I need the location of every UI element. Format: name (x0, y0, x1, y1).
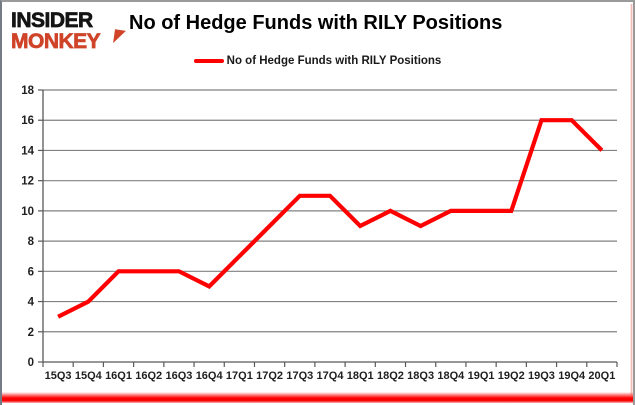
y-tick-label: 18 (21, 85, 34, 97)
x-tick-label: 17Q1 (226, 370, 253, 382)
x-tick-label: 18Q4 (437, 370, 465, 382)
y-tick-label: 16 (21, 115, 34, 127)
legend-line-swatch (193, 59, 224, 63)
x-tick-label: 15Q4 (75, 370, 103, 382)
x-tick-label: 17Q3 (286, 370, 313, 382)
x-tick-label: 16Q2 (135, 370, 162, 382)
y-tick-label: 10 (21, 206, 34, 218)
x-tick-label: 17Q4 (317, 370, 345, 382)
chart-title: No of Hedge Funds with RILY Positions (129, 12, 503, 34)
insider-monkey-logo: INSIDER MONKEY (11, 9, 126, 53)
x-tick-label: 15Q3 (45, 370, 72, 382)
x-tick-label: 18Q3 (407, 370, 434, 382)
y-tick-label: 4 (28, 297, 35, 309)
y-tick-label: 8 (28, 236, 35, 248)
right-edge-glow (630, 4, 633, 395)
x-tick-label: 20Q1 (588, 370, 615, 382)
bottom-red-bar (2, 392, 633, 403)
series-line (57, 118, 604, 319)
x-tick-label: 19Q4 (558, 370, 586, 382)
y-tick-label: 14 (21, 145, 34, 157)
x-tick-label: 18Q2 (377, 370, 404, 382)
legend: No of Hedge Funds with RILY Positions (2, 55, 633, 67)
x-tick-label: 19Q1 (468, 370, 495, 382)
x-tick-label: 16Q1 (105, 370, 132, 382)
x-tick-label: 16Q4 (196, 370, 224, 382)
legend-label: No of Hedge Funds with RILY Positions (226, 55, 442, 67)
x-tick-label: 19Q2 (498, 370, 525, 382)
x-tick-label: 16Q3 (165, 370, 192, 382)
x-tick-label: 18Q1 (347, 370, 374, 382)
y-tick-label: 6 (28, 266, 34, 278)
x-tick-label: 17Q2 (256, 370, 283, 382)
logo-text-insider: INSIDER (11, 9, 94, 32)
y-tick-label: 0 (28, 357, 34, 369)
y-tick-label: 12 (21, 176, 34, 188)
y-tick-label: 2 (28, 327, 34, 339)
x-tick-label: 19Q3 (528, 370, 555, 382)
logo-text-monkey: MONKEY (11, 30, 101, 53)
